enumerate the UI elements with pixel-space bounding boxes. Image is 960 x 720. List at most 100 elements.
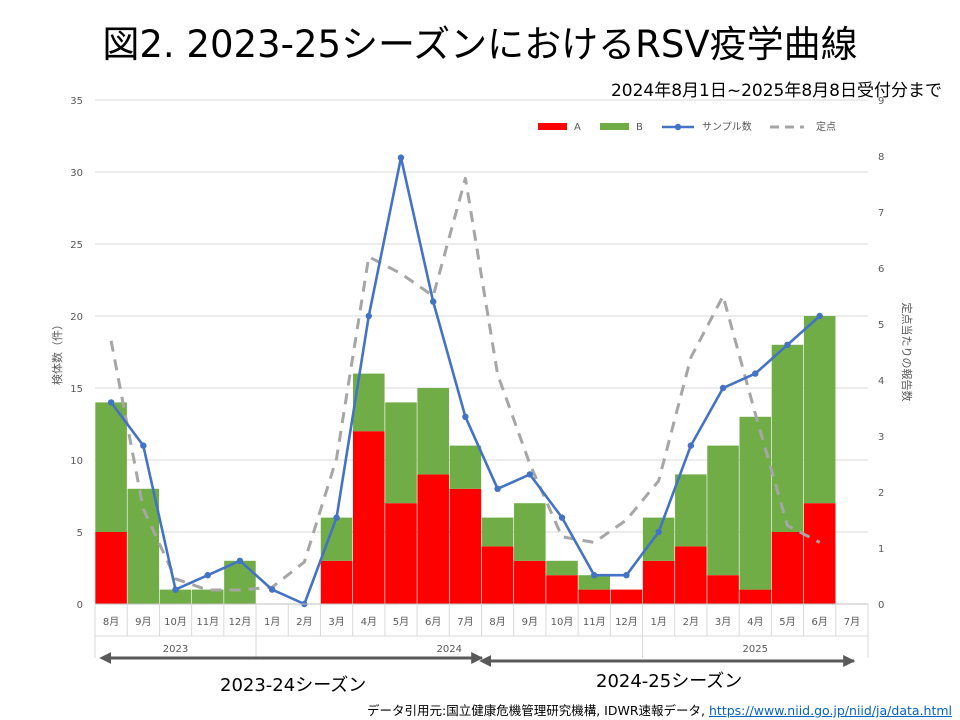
bar-B — [449, 445, 482, 489]
y2-tick-label: 7 — [878, 208, 884, 219]
sample-point — [397, 154, 405, 161]
x-tick-label: 8月 — [103, 616, 119, 628]
x-tick-label: 9月 — [135, 616, 151, 628]
bar-A — [417, 474, 449, 604]
y2-tick-label: 5 — [878, 320, 884, 331]
y-tick-label: 15 — [70, 384, 83, 395]
x-tick-label: 3月 — [328, 616, 344, 628]
bar-A — [771, 532, 804, 604]
season-label-2024-25: 2024-25シーズン — [596, 671, 743, 692]
legend-sentinel: 定点 — [770, 120, 836, 133]
x-tick-label: 6月 — [425, 616, 441, 628]
bar-A — [707, 575, 739, 604]
y-tick-label: 10 — [70, 456, 83, 467]
legend-sample: サンプル数 — [662, 120, 752, 133]
year-label: 2025 — [743, 644, 768, 655]
sample-point — [752, 370, 759, 377]
bar-A — [481, 546, 514, 604]
bar-A — [449, 488, 482, 604]
y2-tick-label: 1 — [878, 544, 884, 555]
sample-point — [107, 399, 115, 406]
x-tick-label: 6月 — [812, 616, 828, 628]
bar-B — [578, 575, 611, 590]
sample-point — [558, 514, 566, 521]
y2-tick-label: 4 — [878, 376, 884, 387]
legend-swatch — [538, 123, 567, 130]
bar-A — [546, 575, 578, 604]
y-axis-label: 検体数（件） — [50, 319, 64, 385]
x-tick-label: 10月 — [164, 616, 187, 628]
sentinel-line — [109, 176, 821, 592]
bar-B — [675, 474, 707, 547]
sample-point — [526, 471, 534, 478]
sample-point — [591, 572, 598, 579]
legend-B: B — [600, 122, 643, 133]
x-tick-label: 5月 — [779, 616, 795, 628]
bar-B — [95, 402, 127, 532]
year-label: 2023 — [163, 644, 188, 655]
bar-A — [320, 560, 353, 604]
sample-point — [494, 485, 501, 492]
season-label-2023-24: 2023-24シーズン — [220, 675, 367, 696]
legend-label: B — [636, 122, 643, 133]
x-tick-label: 11月 — [583, 616, 606, 628]
bar-A — [578, 589, 611, 604]
bar-B — [385, 402, 417, 504]
year-label: 2024 — [437, 644, 462, 655]
legend-label: サンプル数 — [702, 120, 752, 133]
page-subtitle: 2024年8月1日~2025年8月8日受付分まで — [610, 81, 942, 101]
x-tick-label: 5月 — [393, 616, 409, 628]
bar-B — [803, 316, 836, 504]
legend-swatch — [600, 123, 629, 130]
y-tick-label: 20 — [70, 312, 83, 323]
legend-marker — [674, 123, 682, 131]
sample-point — [204, 572, 211, 579]
x-tick-label: 12月 — [615, 616, 638, 628]
bar-B — [771, 344, 804, 532]
sample-point — [784, 341, 791, 348]
y-tick-label: 5 — [77, 528, 83, 539]
sample-point — [655, 528, 662, 536]
y2-tick-label: 3 — [878, 432, 884, 443]
bar-A — [642, 560, 675, 604]
x-tick-label: 3月 — [715, 616, 731, 628]
sample-point — [172, 586, 179, 593]
bar-A — [514, 560, 546, 604]
sample-point — [365, 312, 372, 320]
y2-tick-label: 9 — [878, 96, 884, 107]
bar-B — [417, 388, 449, 475]
bar-B — [707, 445, 739, 576]
bar-B — [159, 589, 192, 604]
bar-A — [803, 503, 836, 604]
y2-axis-label: 定点当たりの報告数 — [900, 303, 914, 402]
bar-B — [320, 517, 353, 561]
bar-B — [127, 488, 160, 604]
x-tick-label: 2月 — [683, 616, 699, 628]
bar-A — [739, 589, 772, 604]
bar-B — [739, 416, 772, 590]
page-title: 図2. 2023-25シーズンにおけるRSV疫学曲線 — [102, 23, 858, 66]
sample-point — [719, 384, 727, 392]
legend-A: A — [538, 122, 581, 133]
source-prefix: データ引用元:国立健康危機管理研究機構, IDWR速報データ, — [367, 703, 706, 718]
x-tick-label: 4月 — [747, 616, 763, 628]
source-citation: データ引用元:国立健康危機管理研究機構, IDWR速報データ, https://… — [367, 700, 952, 719]
x-tick-label: 12月 — [229, 616, 252, 628]
bar-A — [610, 589, 643, 604]
sample-point — [687, 442, 695, 449]
bar-B — [191, 589, 224, 604]
sample-point — [462, 413, 469, 420]
x-tick-label: 8月 — [489, 616, 505, 628]
bar-A — [95, 532, 127, 604]
sample-point — [623, 572, 630, 579]
y-tick-label: 25 — [70, 240, 83, 251]
legend-label: A — [574, 122, 581, 133]
x-tick-label: 9月 — [522, 616, 538, 628]
source-link[interactable]: https://www.niid.go.jp/niid/ja/data.html — [709, 703, 952, 718]
y2-tick-label: 6 — [878, 264, 884, 275]
sample-point — [140, 442, 147, 449]
y2-tick-label: 8 — [878, 152, 884, 163]
y-tick-label: 35 — [70, 96, 83, 107]
bar-A — [675, 546, 707, 604]
